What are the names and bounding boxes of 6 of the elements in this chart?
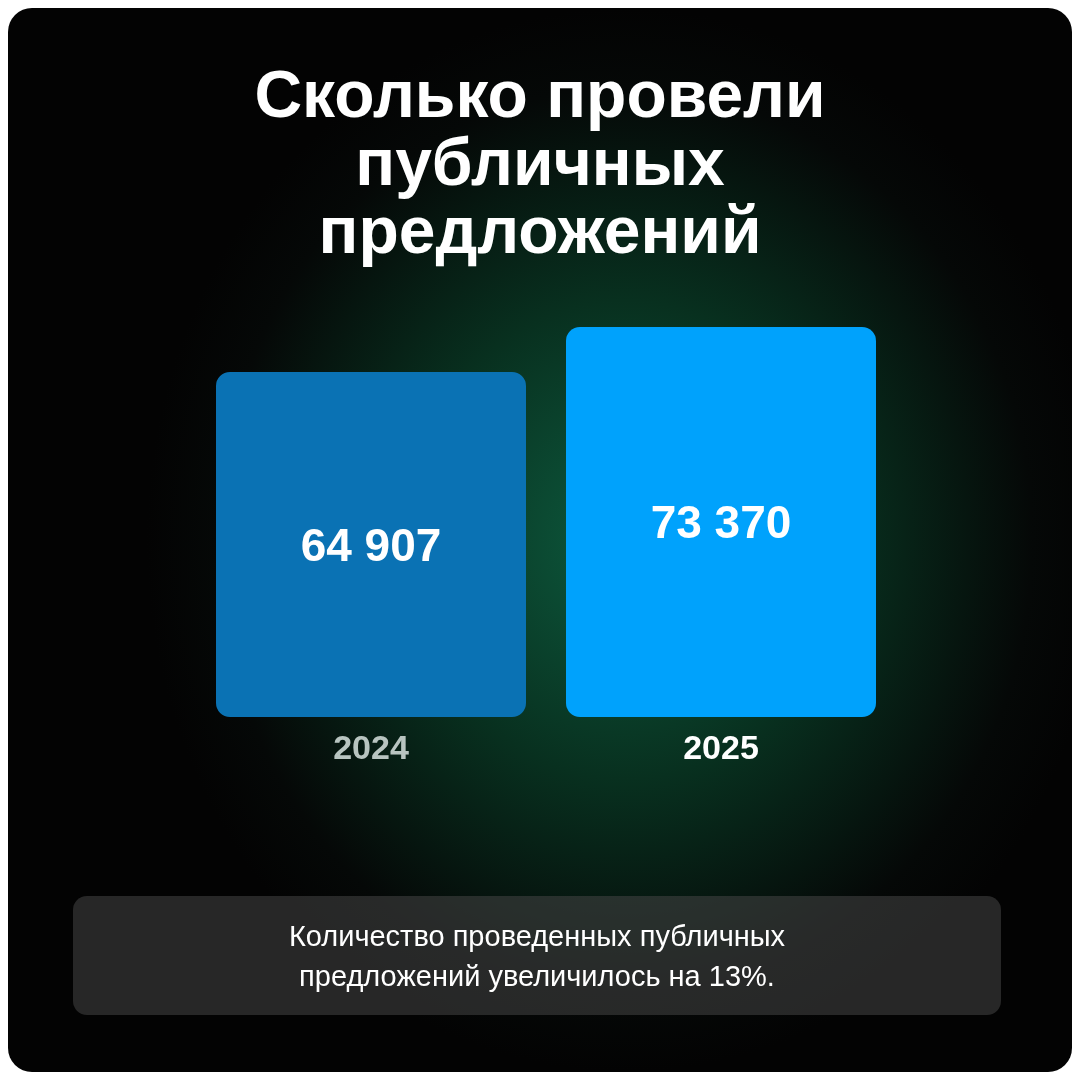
data-label: 73 370: [650, 496, 792, 549]
x-tick-label: 2025: [683, 728, 759, 766]
chart-title: Сколько провели публичных предложений: [253, 57, 827, 267]
data-label: 64 907: [300, 518, 442, 571]
text: Количество проведенных публичных предложений увеличилось на 13%.: [287, 918, 787, 994]
x-tick-label: 2024: [333, 728, 409, 766]
